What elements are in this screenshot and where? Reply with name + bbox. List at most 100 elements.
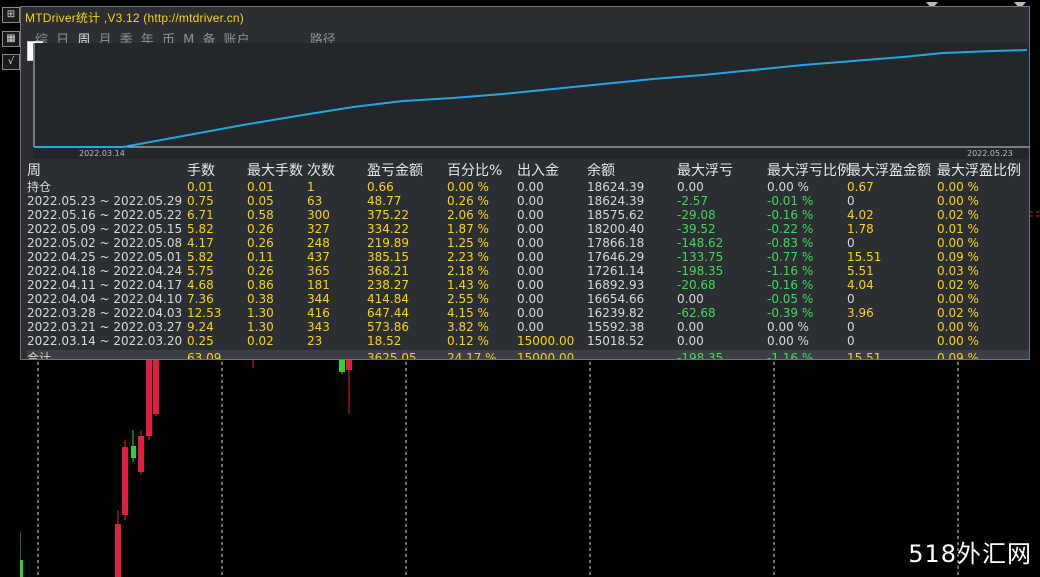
cell-max-fp: 4.02 xyxy=(847,208,874,222)
expand-icon[interactable]: ⊞ xyxy=(2,7,20,23)
cell-max-fp-pct: 0.02 % xyxy=(937,208,979,222)
cell-count: 343 xyxy=(307,320,330,334)
cell-pct: 0.12 % xyxy=(447,334,489,348)
cell-max-dd: -198.35 xyxy=(677,264,724,278)
cell-max-fp-pct: 0.00 % xyxy=(937,180,979,194)
cell-max-fp: 0 xyxy=(847,194,855,208)
col-max-fp[interactable]: 最大浮盈金额 xyxy=(847,163,931,179)
cell-flow: 0.00 xyxy=(517,194,544,208)
cell-flow: 15000.00 xyxy=(517,351,575,360)
table-row[interactable]: 2022.05.23 ~ 2022.05.29 0.75 0.05 63 48.77 0.… xyxy=(27,194,1029,208)
col-max-dd[interactable]: 最大浮亏 xyxy=(677,163,733,179)
cell-max-lots: 0.02 xyxy=(247,334,274,348)
cell-pnl: 647.44 xyxy=(367,306,409,320)
cell-count: 181 xyxy=(307,278,330,292)
cell-max-dd: -39.52 xyxy=(677,222,716,236)
col-count[interactable]: 次数 xyxy=(307,163,335,179)
cell-max-dd-pct: -0.22 % xyxy=(767,222,814,236)
cell-count: 63 xyxy=(307,194,323,208)
col-max-dd-pct[interactable]: 最大浮亏比例 xyxy=(767,163,851,179)
cell-count: 344 xyxy=(307,292,330,306)
cell-week: 持仓 xyxy=(27,180,52,194)
equity-line xyxy=(34,49,1028,148)
chart-icon[interactable]: ▦ xyxy=(2,31,20,47)
cell-flow: 0.00 xyxy=(517,208,544,222)
col-flow[interactable]: 出入金 xyxy=(517,163,559,179)
cell-balance: 18575.62 xyxy=(587,208,645,222)
cell-count: 300 xyxy=(307,208,330,222)
table-row[interactable]: 2022.03.14 ~ 2022.03.20 0.25 0.02 23 18.52 0.… xyxy=(27,334,1029,348)
cell-pct: 0.00 % xyxy=(447,180,489,194)
cell-flow: 0.00 xyxy=(517,250,544,264)
cell-week: 2022.05.09 ~ 2022.05.15 xyxy=(27,222,183,236)
cell-max-lots: 1.30 xyxy=(247,306,274,320)
table-row[interactable]: 2022.03.21 ~ 2022.03.27 9.24 1.30 343 573.86… xyxy=(27,320,1029,334)
total-row[interactable]: 合计 63.09 3625.05 24.17 % 15000.00 -198.3… xyxy=(27,350,1029,360)
weekly-stats-table: 周 手数 最大手数 次数 盈亏金额 百分比% 出入金 余额 最大浮亏 最大浮亏比… xyxy=(27,163,1029,360)
cell-lots: 5.82 xyxy=(187,222,214,236)
cell-max-fp: 3.96 xyxy=(847,306,874,320)
cell-count: 248 xyxy=(307,236,330,250)
col-pnl[interactable]: 盈亏金额 xyxy=(367,163,423,179)
cell-balance: 16892.93 xyxy=(587,278,645,292)
cell-pct: 2.18 % xyxy=(447,264,489,278)
cell-max-dd-pct: -0.01 % xyxy=(767,194,814,208)
tab-magic[interactable]: M xyxy=(183,33,195,48)
cell-max-fp: 15.51 xyxy=(847,250,882,264)
cell-max-dd-pct: -0.05 % xyxy=(767,292,814,306)
cell-count: 437 xyxy=(307,250,330,264)
cell-week: 2022.05.02 ~ 2022.05.08 xyxy=(27,236,183,250)
table-row[interactable]: 2022.04.04 ~ 2022.04.10 7.36 0.38 344 414.84… xyxy=(27,292,1029,306)
cell-pct: 1.87 % xyxy=(447,222,489,236)
cell-max-fp-pct: 0.01 % xyxy=(937,222,979,236)
cell-pct: 2.23 % xyxy=(447,250,489,264)
cell-pct: 3.82 % xyxy=(447,320,489,334)
cell-max-lots: 0.11 xyxy=(247,250,274,264)
cell-max-fp: 5.51 xyxy=(847,264,874,278)
cell-pnl: 18.52 xyxy=(367,334,402,348)
cell-max-dd: -198.35 xyxy=(677,351,724,360)
col-max-lots[interactable]: 最大手数 xyxy=(247,163,303,179)
cell-lots: 6.71 xyxy=(187,208,214,222)
cell-max-fp: 0 xyxy=(847,334,855,348)
cell-max-dd: -2.57 xyxy=(677,194,709,208)
cell-pnl: 238.27 xyxy=(367,278,409,292)
cell-max-fp: 0 xyxy=(847,292,855,306)
cell-max-fp-pct: 0.00 % xyxy=(937,292,979,306)
table-row[interactable]: 2022.04.18 ~ 2022.04.24 5.75 0.26 365 368.21… xyxy=(27,264,1029,278)
cell-pnl: 573.86 xyxy=(367,320,409,334)
table-header: 周 手数 最大手数 次数 盈亏金额 百分比% 出入金 余额 最大浮亏 最大浮亏比… xyxy=(27,163,1029,180)
cell-max-dd-pct: -0.39 % xyxy=(767,306,814,320)
cell-balance: 17866.18 xyxy=(587,236,645,250)
table-row[interactable]: 2022.05.02 ~ 2022.05.08 4.17 0.26 248 219.89… xyxy=(27,236,1029,250)
table-row[interactable]: 2022.05.09 ~ 2022.05.15 5.82 0.26 327 334.22… xyxy=(27,222,1029,236)
cell-pnl: 0.66 xyxy=(367,180,394,194)
col-max-fp-pct[interactable]: 最大浮盈比例 xyxy=(937,163,1021,179)
col-week[interactable]: 周 xyxy=(27,163,41,179)
cell-max-fp-pct: 0.02 % xyxy=(937,278,979,292)
col-pct[interactable]: 百分比% xyxy=(447,163,503,179)
cell-lots: 5.75 xyxy=(187,264,214,278)
cell-max-fp-pct: 0.00 % xyxy=(937,194,979,208)
chart-end-date: 2022.05.23 xyxy=(967,149,1013,158)
table-row[interactable]: 2022.05.16 ~ 2022.05.22 6.71 0.58 300 375.22… xyxy=(27,208,1029,222)
check-icon[interactable]: √ xyxy=(2,54,20,70)
cell-balance: 16654.66 xyxy=(587,292,645,306)
col-lots[interactable]: 手数 xyxy=(187,163,215,179)
cell-flow: 0.00 xyxy=(517,292,544,306)
cell-pct: 2.55 % xyxy=(447,292,489,306)
cell-max-fp-pct: 0.02 % xyxy=(937,306,979,320)
cell-max-lots: 0.58 xyxy=(247,208,274,222)
cell-pct: 4.15 % xyxy=(447,306,489,320)
table-row[interactable]: 2022.03.28 ~ 2022.04.03 12.53 1.30 416 647.4… xyxy=(27,306,1029,320)
cell-max-lots: 1.30 xyxy=(247,320,274,334)
cell-flow: 0.00 xyxy=(517,320,544,334)
cell-max-dd-pct: -0.83 % xyxy=(767,236,814,250)
position-row[interactable]: 持仓 0.01 0.01 1 0.66 0.00 % 0.00 18624.39… xyxy=(27,180,1029,194)
col-balance[interactable]: 余额 xyxy=(587,163,615,179)
cell-week: 2022.03.14 ~ 2022.03.20 xyxy=(27,334,183,348)
table-row[interactable]: 2022.04.25 ~ 2022.05.01 5.82 0.11 437 385.15… xyxy=(27,250,1029,264)
cell-lots: 4.68 xyxy=(187,278,214,292)
table-row[interactable]: 2022.04.11 ~ 2022.04.17 4.68 0.86 181 238.27… xyxy=(27,278,1029,292)
stats-panel: MTDriver统计 ,V3.12 (http://mtdriver.cn) 综… xyxy=(20,6,1030,360)
